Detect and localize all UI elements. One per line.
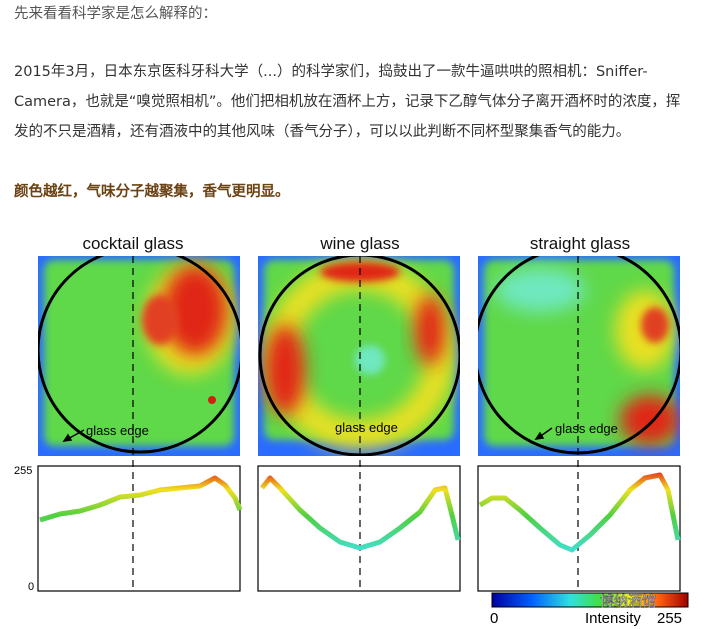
- colorbar-min: 0: [490, 610, 498, 627]
- profiles: [39, 472, 681, 553]
- panel-title: straight glass: [530, 234, 630, 253]
- profile-frames: [37, 465, 681, 592]
- panel-title: wine glass: [319, 234, 399, 253]
- paragraph-line: 2015年3月，日本东京医科牙科大学（...）的科学家们，捣鼓出了一款牛逼哄哄的…: [14, 64, 648, 80]
- paragraph-line: 发的不只是酒精，还有酒液中的其他风味（香气分子），可以以此判断不同杯型聚集香气的…: [14, 124, 631, 140]
- heatmap: [38, 256, 240, 456]
- highlight: 颜色越红，气味分子越聚集，香气更明显。: [14, 184, 290, 200]
- heatmap: [258, 256, 460, 456]
- colorbar-max: 255: [657, 610, 682, 627]
- panel-title: cocktail glass: [82, 234, 183, 253]
- colorbar: [491, 592, 689, 608]
- center-lines: [132, 256, 579, 590]
- edge-label: glass edge: [86, 423, 149, 438]
- axis-label: 0: [28, 581, 34, 593]
- watermark: 博纳酒馆: [600, 593, 656, 609]
- edge-arrows: [62, 427, 553, 442]
- edge-label: glass edge: [555, 421, 618, 436]
- colorbar-label: Intensity: [585, 610, 641, 627]
- intro: 先来看看科学家是怎么解释的：: [14, 6, 217, 22]
- edge-label: glass edge: [335, 420, 398, 435]
- axis-label: 255: [14, 465, 32, 477]
- paragraph-line: Camera，也就是“嗅觉照相机”。他们把相机放在酒杯上方，记录下乙醇气体分子离…: [14, 94, 681, 110]
